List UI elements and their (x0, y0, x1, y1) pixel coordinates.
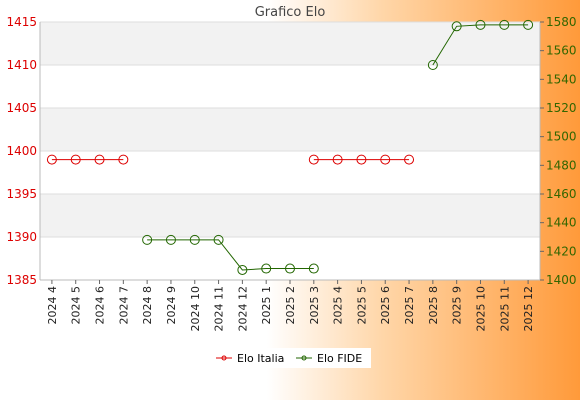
plot-band (40, 65, 540, 108)
x-tick-label: 2025 11 (498, 286, 511, 332)
right-axis-ticks: 1400 1420 1440 1460 1480 1500 1520 1540 1560 1580 (540, 15, 577, 287)
x-tick-label: 2024 7 (117, 286, 130, 325)
left-tick-label: 1400 (6, 144, 37, 158)
series-line-1 (432, 24, 529, 66)
right-tick-label: 1560 (546, 44, 577, 58)
x-tick-label: 2025 1 (260, 286, 273, 325)
x-tick-label: 2024 4 (46, 286, 59, 325)
x-tick-label: 2025 12 (522, 286, 535, 332)
right-tick-label: 1480 (546, 158, 577, 172)
x-tick-label: 2024 10 (189, 286, 202, 332)
data-point-0 (404, 154, 415, 165)
right-tick-label: 1520 (546, 101, 577, 115)
legend-marker-1 (301, 355, 307, 361)
data-point-0 (308, 154, 319, 165)
data-point-1 (165, 234, 176, 245)
left-tick-label: 1410 (6, 58, 37, 72)
x-tick-label: 2024 5 (70, 286, 83, 325)
data-point-1 (213, 234, 224, 245)
plot-band (40, 108, 540, 151)
data-point-1 (142, 234, 153, 245)
data-point-1 (189, 234, 200, 245)
data-point-1 (237, 264, 248, 275)
data-point-1 (451, 21, 462, 32)
data-point-1 (499, 19, 510, 30)
data-point-1 (285, 263, 295, 274)
data-point-0 (94, 154, 105, 165)
right-tick-label: 1460 (546, 187, 577, 201)
data-point-1 (475, 19, 486, 30)
x-tick-label: 2025 10 (474, 286, 487, 332)
left-axis-ticks: 1385 1390 1395 1400 1405 1410 1415 (6, 15, 37, 287)
series-line-1 (147, 239, 314, 271)
right-tick-label: 1500 (546, 130, 577, 144)
left-tick-label: 1395 (6, 187, 37, 201)
x-tick-label: 2025 7 (403, 286, 416, 325)
right-tick-label: 1420 (546, 244, 577, 258)
plot-band (40, 22, 540, 65)
left-tick-label: 1415 (6, 15, 37, 29)
data-point-1 (308, 263, 319, 274)
plot-band (40, 151, 540, 194)
plot-bands (40, 22, 540, 280)
x-axis-ticks: 2024 4 2024 5 2024 6 2024 7 2024 8 2024 9 2024… (46, 280, 535, 332)
x-tick-label: 2025 4 (332, 286, 345, 325)
x-tick-label: 2025 3 (308, 286, 321, 325)
x-tick-label: 2025 6 (379, 286, 392, 325)
series-layer (46, 19, 534, 275)
data-point-0 (332, 154, 343, 165)
x-tick-label: 2025 9 (451, 286, 464, 325)
data-point-0 (356, 154, 367, 165)
legend: Elo Italia Elo FIDE (211, 348, 371, 368)
data-point-0 (46, 154, 57, 165)
left-tick-label: 1385 (6, 273, 37, 287)
x-tick-label: 2024 6 (94, 286, 107, 325)
legend-label-0: Elo Italia (237, 352, 284, 365)
data-point-0 (380, 154, 391, 165)
plot-band (40, 194, 540, 237)
x-tick-label: 2024 9 (165, 286, 178, 325)
right-tick-label: 1400 (546, 273, 577, 287)
x-tick-label: 2025 2 (284, 286, 297, 325)
left-tick-label: 1405 (6, 101, 37, 115)
x-tick-label: 2024 11 (213, 286, 226, 332)
right-tick-label: 1440 (546, 216, 577, 230)
plot-band (40, 237, 540, 280)
data-point-1 (261, 263, 272, 274)
legend-box (211, 348, 371, 368)
data-point-1 (427, 60, 438, 70)
data-point-1 (523, 19, 534, 30)
legend-label-1: Elo FIDE (317, 352, 362, 365)
x-tick-label: 2024 8 (141, 286, 154, 325)
right-tick-label: 1580 (546, 15, 577, 29)
x-tick-label: 2025 8 (427, 286, 440, 325)
data-point-0 (118, 154, 129, 165)
right-tick-label: 1540 (546, 72, 577, 86)
x-tick-label: 2024 12 (236, 286, 249, 332)
x-tick-label: 2025 5 (355, 286, 368, 325)
legend-marker-0 (221, 355, 227, 361)
left-tick-label: 1390 (6, 230, 37, 244)
chart-title: Grafico Elo (255, 5, 326, 20)
data-point-0 (70, 154, 81, 165)
